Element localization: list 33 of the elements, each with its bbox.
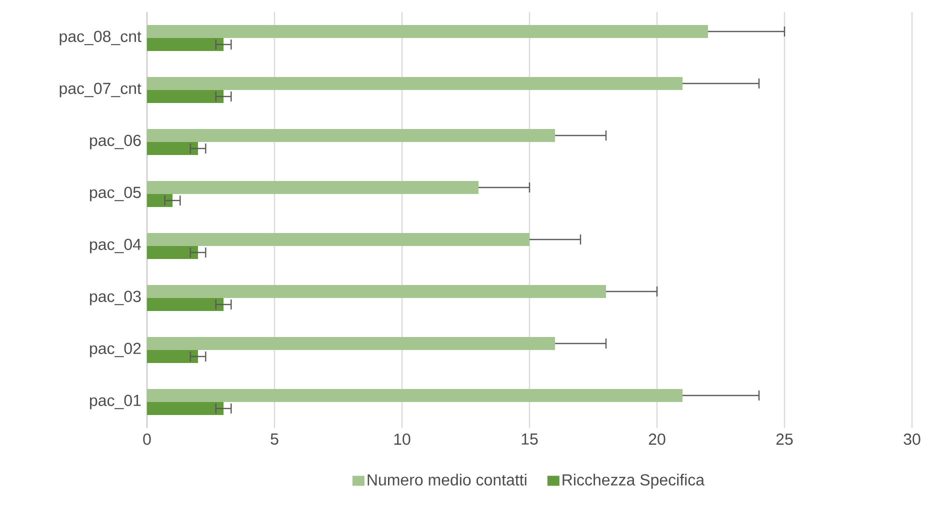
x-tick-label: 15 [522,434,538,445]
x-tick-label: 30 [904,434,920,445]
x-tick-label: 25 [776,434,793,445]
bar [147,298,224,312]
bar [147,25,708,38]
y-tick-label: pac_01 [90,394,141,410]
bar [147,194,172,208]
y-tick-label: pac_02 [90,342,141,358]
bar [147,285,606,298]
x-tick-label: 0 [143,434,151,445]
bar [147,337,556,350]
bar [147,246,198,260]
x-tick-label: 20 [648,434,666,445]
x-tick-label: 10 [394,434,410,445]
y-tick-label: pac_03 [90,290,141,306]
bar [147,77,683,90]
bar [147,90,224,104]
bar [147,350,198,364]
bar [147,233,530,246]
bar [147,181,479,194]
bar [147,129,556,142]
bar [147,402,224,416]
x-tick-label: 5 [270,434,278,445]
y-tick-label: pac_07_cnt [60,82,142,98]
bar [147,142,198,156]
y-tick-label: pac_08_cnt [60,30,142,46]
y-tick-label: pac_05 [90,186,141,202]
bar [147,38,224,52]
y-tick-label: pac_06 [90,134,141,150]
legend-label: Numero medio contatti [368,474,526,486]
legend-label: Ricchezza Specifica [562,474,705,489]
y-tick-label: pac_04 [90,238,141,254]
bar [147,389,683,402]
